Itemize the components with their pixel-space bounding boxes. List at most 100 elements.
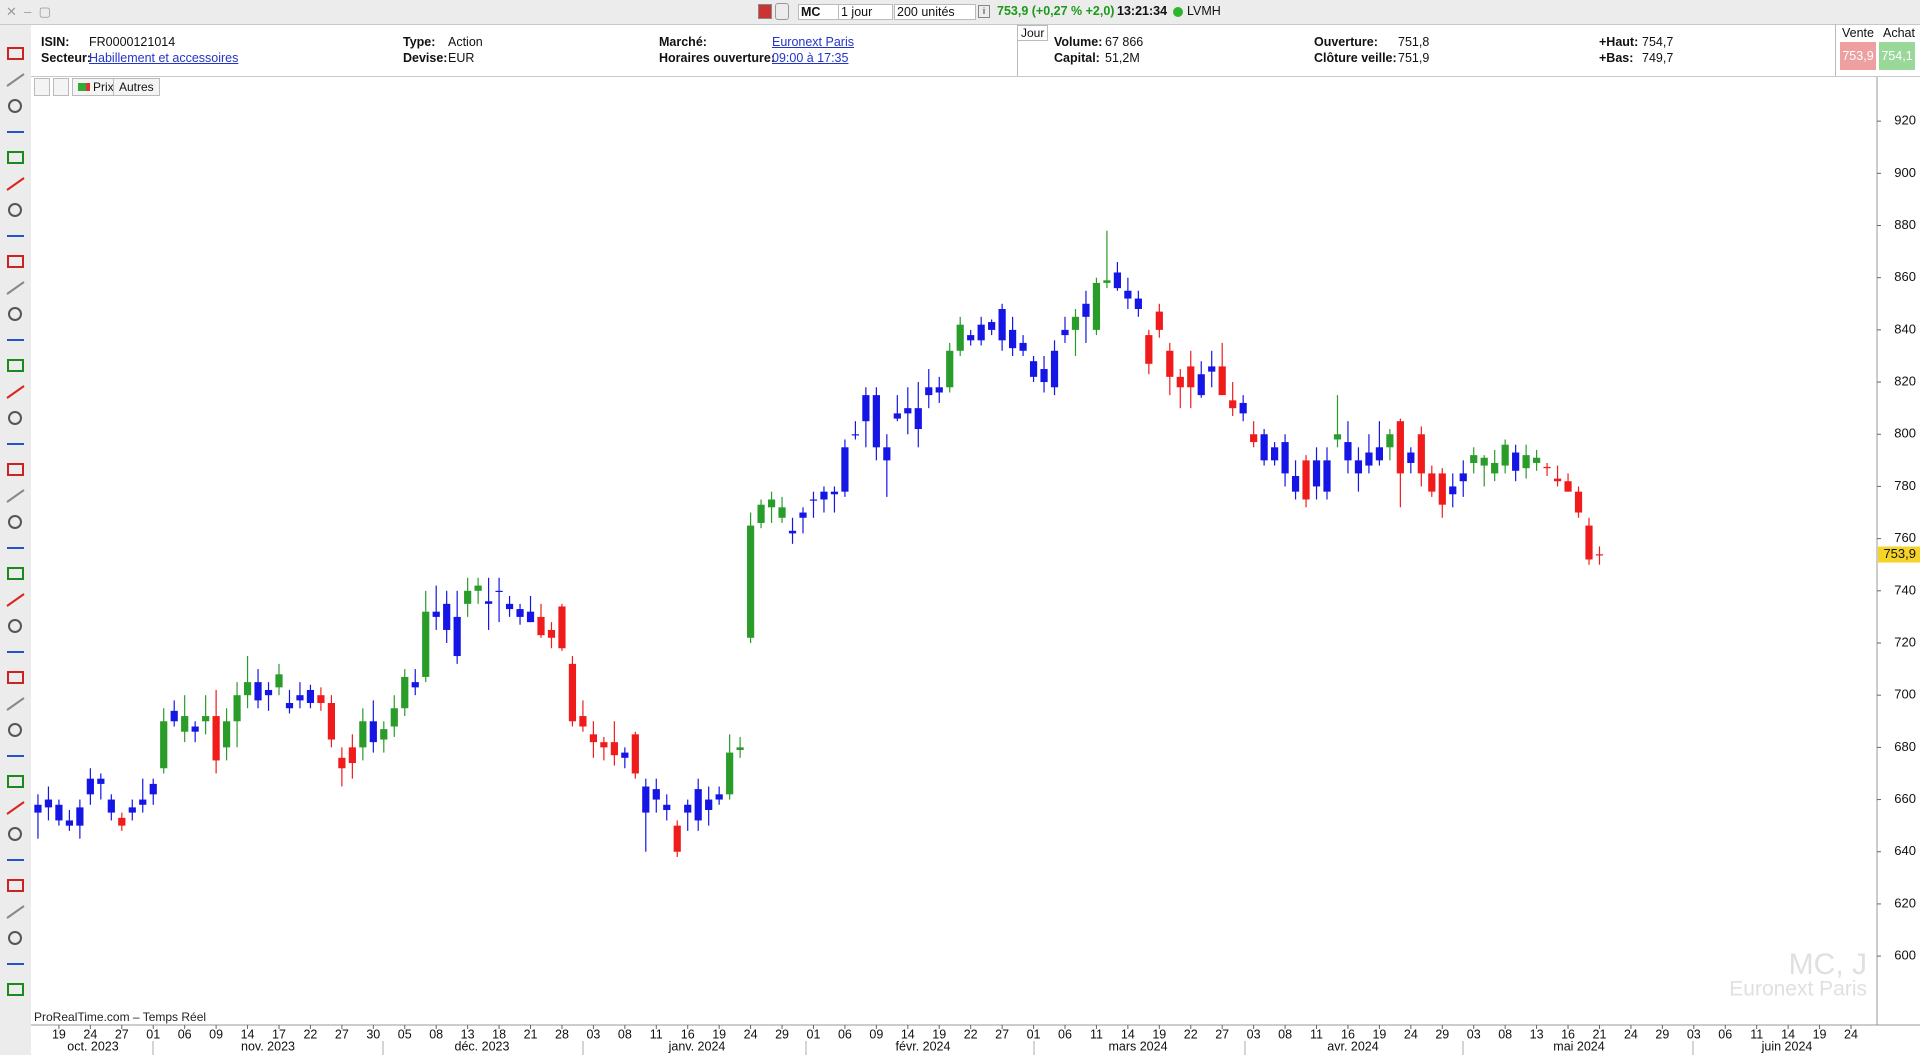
tool-icon[interactable] <box>7 151 24 164</box>
y-tick-label: 760 <box>1894 530 1916 545</box>
x-tick-label: 01 <box>1027 1027 1041 1041</box>
y-tick-label: 660 <box>1894 791 1916 806</box>
candle-body <box>401 676 409 709</box>
x-tick-label: 03 <box>1247 1027 1261 1041</box>
period-select[interactable]: 1 jour <box>838 4 894 20</box>
candle-body <box>76 807 84 826</box>
tool-icon[interactable] <box>8 307 22 321</box>
candle-body <box>453 616 461 657</box>
x-tick-label: 05 <box>398 1027 412 1041</box>
tool-icon[interactable] <box>8 723 22 737</box>
candle-body <box>1574 491 1583 513</box>
month-label: nov. 2023 <box>241 1039 295 1053</box>
candle-body <box>44 799 53 808</box>
tool-icon[interactable] <box>6 697 25 711</box>
tool-icon[interactable] <box>7 47 24 60</box>
x-tick-label: 28 <box>555 1027 569 1041</box>
x-tick-label: 24 <box>1404 1027 1418 1041</box>
candle-body <box>1197 374 1205 396</box>
candle-body <box>296 695 304 701</box>
x-tick-label: 06 <box>1718 1027 1732 1041</box>
x-tick-label: 11 <box>1090 1027 1103 1041</box>
tool-icon[interactable] <box>7 567 24 580</box>
tool-sidebar <box>0 24 31 1055</box>
y-tick-label: 640 <box>1894 843 1916 858</box>
tool-icon[interactable] <box>8 515 22 529</box>
y-tick-label: 920 <box>1894 113 1916 128</box>
tool-icon[interactable] <box>8 411 22 425</box>
tool-icon[interactable] <box>8 827 22 841</box>
buy-button[interactable]: 754,1 <box>1879 42 1915 70</box>
x-tick-label: 13 <box>461 1027 475 1041</box>
market-link[interactable]: Euronext Paris <box>772 35 854 49</box>
hours-link[interactable]: 09:00 à 17:35 <box>772 51 849 65</box>
units-select[interactable]: 200 unités <box>894 4 976 20</box>
y-tick-label: 740 <box>1894 582 1916 597</box>
sell-button[interactable]: 753,9 <box>1840 42 1876 70</box>
value: 67 866 <box>1105 35 1144 49</box>
candle-body <box>830 491 839 495</box>
others-tab[interactable]: Autres <box>113 78 160 96</box>
tool-icon[interactable] <box>7 879 24 892</box>
tool-icon[interactable] <box>8 619 22 633</box>
period-tab[interactable]: Jour <box>1017 25 1049 41</box>
tool-icon[interactable] <box>6 73 25 87</box>
candle-body <box>1061 329 1069 336</box>
candle-body <box>1009 329 1017 349</box>
tool-icon[interactable] <box>8 203 22 217</box>
candle-body <box>778 507 786 518</box>
tool-icon[interactable] <box>6 281 25 295</box>
tool-icon[interactable] <box>7 671 24 684</box>
candle-body <box>1145 335 1153 364</box>
tool-icon[interactable] <box>8 99 22 113</box>
tool-icon[interactable] <box>6 489 25 503</box>
candle-body <box>107 799 115 813</box>
tool-icon[interactable] <box>6 385 25 399</box>
window-controls[interactable]: ✕ – ▢ <box>6 4 51 19</box>
info-icon[interactable]: i <box>978 5 990 18</box>
tool-icon[interactable] <box>7 255 24 268</box>
candle-body <box>191 726 199 732</box>
tool-icon[interactable] <box>8 931 22 945</box>
x-tick-label: 08 <box>1278 1027 1292 1041</box>
candle-body <box>652 789 660 800</box>
toolbar-button[interactable] <box>34 78 50 96</box>
watermark-market: Euronext Paris <box>1729 978 1867 1001</box>
chart-type-icon[interactable] <box>758 4 772 19</box>
x-tick-label: 24 <box>83 1027 97 1041</box>
tool-icon[interactable] <box>6 801 25 815</box>
price-tab[interactable]: Prix <box>72 78 120 96</box>
tool-icon[interactable] <box>7 359 24 372</box>
tool-icon[interactable] <box>6 177 25 191</box>
candle-body <box>380 729 388 740</box>
symbol-select[interactable]: MC <box>798 4 840 20</box>
tool-icon[interactable] <box>6 905 25 919</box>
candle-body <box>474 585 482 591</box>
tool-icon[interactable] <box>7 983 24 996</box>
candle-body <box>1459 473 1467 482</box>
tool-icon[interactable] <box>7 775 24 788</box>
link-icon[interactable] <box>775 3 789 20</box>
x-tick-label: 27 <box>115 1027 129 1041</box>
toolbar-button[interactable] <box>53 78 69 96</box>
candle-body <box>118 817 126 826</box>
candle-body <box>1344 442 1352 461</box>
candle-body <box>883 447 891 461</box>
month-label: janv. 2024 <box>668 1039 726 1053</box>
x-tick-label: 19 <box>1372 1027 1386 1041</box>
x-tick-label: 11 <box>650 1027 663 1041</box>
x-tick-label: 01 <box>146 1027 160 1041</box>
label: Volume: <box>1054 35 1103 49</box>
candle-body <box>212 716 220 761</box>
watermark-symbol: MC, J <box>1789 948 1867 981</box>
tool-icon[interactable] <box>7 463 24 476</box>
sector-link[interactable]: Habillement et accessoires <box>89 51 239 65</box>
candle-body <box>715 794 723 800</box>
candle-body <box>642 786 650 813</box>
tool-icon[interactable] <box>6 593 25 607</box>
candle-body <box>223 721 231 748</box>
candle-body <box>411 682 419 688</box>
candle-body <box>34 804 42 813</box>
price-label: Prix <box>93 80 114 94</box>
candle-body <box>264 689 273 696</box>
